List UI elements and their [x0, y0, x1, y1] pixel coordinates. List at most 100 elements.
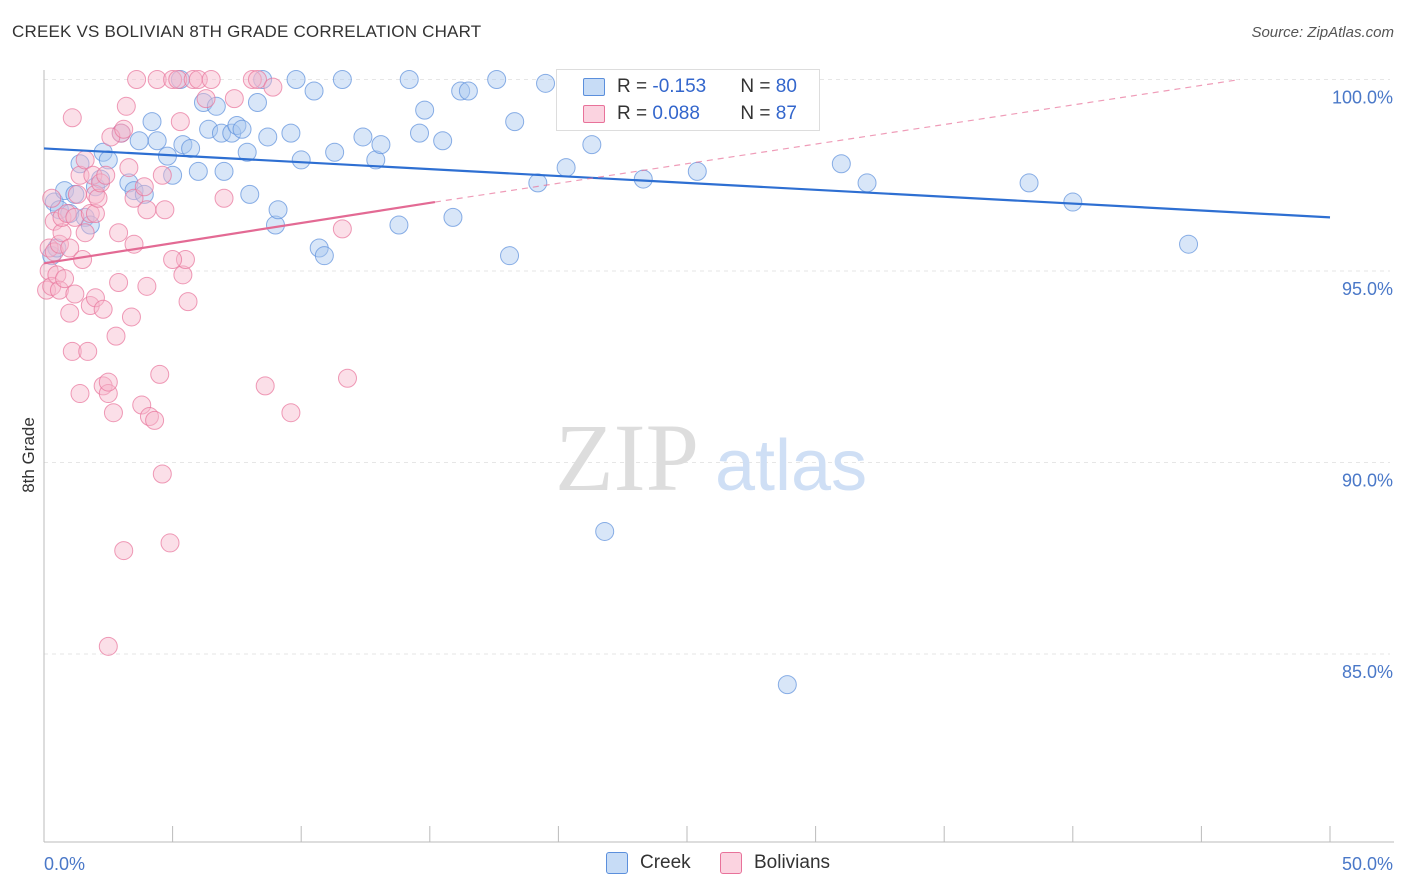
point-creek: [286, 70, 306, 89]
series-legend: Creek Bolivians: [0, 852, 1406, 878]
legend-r-label: R =: [617, 103, 653, 124]
point-bolivians: [39, 238, 59, 258]
trend-extension-bolivians: [434, 78, 1241, 203]
trend-line-bolivians: [43, 200, 436, 265]
point-bolivians: [242, 70, 262, 89]
y-tick-label: 90.0%: [1342, 471, 1393, 491]
y-tick-label: 95.0%: [1342, 279, 1393, 299]
point-creek: [211, 123, 231, 143]
point-bolivians: [119, 158, 139, 178]
point-creek: [240, 184, 260, 204]
point-bolivians: [60, 238, 80, 258]
point-bolivians: [127, 70, 147, 89]
y-axis-label: 8th Grade: [19, 417, 38, 493]
point-creek: [70, 154, 90, 174]
legend-r-value: -0.153: [652, 76, 707, 97]
y-tick-label: 85.0%: [1342, 662, 1393, 682]
point-bolivians: [75, 223, 95, 243]
point-creek: [389, 215, 409, 235]
point-creek: [595, 521, 615, 541]
point-creek: [199, 119, 219, 139]
point-bolivians: [147, 70, 167, 89]
point-bolivians: [93, 299, 113, 319]
point-bolivians: [224, 89, 244, 109]
point-bolivians: [65, 207, 85, 227]
point-creek: [399, 70, 419, 89]
grid-lines: [44, 79, 1390, 655]
point-bolivians: [52, 223, 72, 243]
x-tick-label: 50.0%: [1342, 854, 1393, 874]
point-creek: [458, 81, 478, 101]
legend-item-creek[interactable]: Creek: [606, 852, 691, 874]
point-creek: [214, 161, 234, 181]
watermark-zip: ZIP: [555, 404, 699, 511]
point-bolivians: [214, 188, 234, 208]
point-creek: [281, 123, 301, 143]
point-bolivians: [247, 70, 267, 89]
point-creek: [124, 181, 144, 201]
point-bolivians: [114, 119, 134, 139]
source-note: Source: ZipAtlas.com: [1251, 24, 1394, 41]
point-creek: [831, 154, 851, 174]
chart-title: CREEK VS BOLIVIAN 8TH GRADE CORRELATION …: [12, 22, 482, 41]
point-bolivians: [73, 250, 93, 270]
point-bolivians: [109, 223, 129, 243]
point-creek: [332, 70, 352, 89]
point-bolivians: [55, 269, 75, 289]
point-creek: [415, 100, 435, 120]
point-creek: [536, 73, 556, 93]
legend-n-label: N =: [740, 103, 776, 124]
point-bolivians: [139, 407, 159, 427]
point-bolivians: [62, 108, 82, 128]
point-bolivians: [98, 384, 118, 404]
point-bolivians: [96, 165, 116, 185]
point-bolivians: [132, 395, 152, 415]
legend-n-value: 80: [775, 76, 797, 97]
point-bolivians: [137, 200, 157, 220]
point-bolivians: [281, 403, 301, 423]
point-creek: [1063, 192, 1083, 212]
axes: [43, 70, 1394, 843]
point-creek: [247, 92, 267, 112]
point-creek: [556, 158, 576, 178]
point-bolivians: [170, 112, 190, 132]
point-bolivians: [201, 70, 221, 89]
point-creek: [181, 138, 201, 158]
point-creek: [371, 135, 391, 155]
trend-line-creek: [43, 147, 1331, 219]
point-bolivians: [137, 276, 157, 296]
tick-labels: 100.0% 95.0% 90.0% 85.0% 0.0% 50.0%: [44, 88, 1393, 875]
point-bolivians: [150, 364, 170, 384]
point-bolivians: [168, 70, 188, 89]
point-creek: [258, 127, 278, 147]
point-bolivians: [98, 372, 118, 392]
point-creek: [410, 123, 430, 143]
legend-swatch-creek: [583, 78, 605, 96]
point-creek: [129, 131, 149, 151]
point-bolivians: [145, 410, 165, 430]
point-bolivians: [49, 234, 69, 254]
point-creek: [528, 173, 548, 193]
point-creek: [687, 161, 707, 181]
point-bolivians: [67, 184, 87, 204]
point-bolivians: [173, 265, 193, 285]
point-bolivians: [134, 177, 154, 197]
point-bolivians: [60, 303, 80, 323]
point-bolivians: [65, 284, 85, 304]
point-creek: [291, 150, 311, 170]
point-creek: [314, 246, 334, 266]
point-bolivians: [263, 77, 283, 97]
legend-label-bolivians: Bolivians: [754, 852, 831, 873]
x-tick-label: 0.0%: [44, 854, 85, 874]
legend-swatch-bolivians: [720, 852, 742, 874]
legend-item-bolivians[interactable]: Bolivians: [720, 852, 830, 874]
legend-r-value: 0.088: [652, 103, 700, 124]
legend-n-label: N =: [740, 76, 776, 97]
legend-row-creek: R = -0.153 N = 80: [583, 74, 797, 100]
point-creek: [268, 200, 288, 220]
point-creek: [633, 169, 653, 189]
point-bolivians: [337, 368, 357, 388]
point-bolivians: [85, 288, 105, 308]
point-creek: [232, 119, 252, 139]
